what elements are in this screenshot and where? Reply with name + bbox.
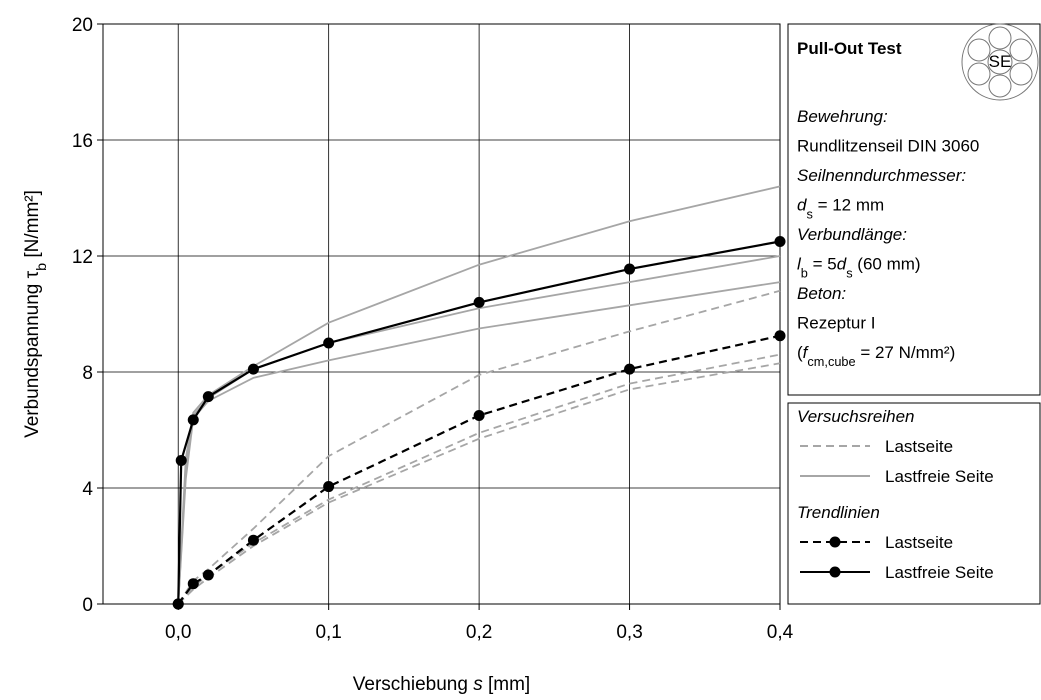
info-line: ds = 12 mm <box>797 196 884 222</box>
legend-box <box>787 402 1041 605</box>
legend-title: Versuchsreihen <box>797 407 915 426</box>
info-line: Rundlitzenseil DIN 3060 <box>797 137 979 156</box>
text-part: s <box>846 265 852 280</box>
text-part: Verschiebung <box>353 674 473 695</box>
point <box>323 337 335 349</box>
x-tick-label: 0,3 <box>616 622 642 643</box>
text-part: (60 mm) <box>853 255 921 274</box>
legend-label: Lastfreie Seite <box>885 467 994 486</box>
info-line: lb = 5ds (60 mm) <box>797 255 921 281</box>
info-box <box>787 23 1041 396</box>
text-part: b <box>34 263 50 271</box>
x-tick-label: 0,2 <box>466 622 492 643</box>
info-title: Pull-Out Test <box>797 39 902 58</box>
legend-marker <box>829 536 841 548</box>
point <box>624 263 636 275</box>
point <box>175 454 187 466</box>
point <box>187 414 199 426</box>
y-tick-label: 16 <box>72 131 93 152</box>
legend-label: Lastseite <box>885 437 953 456</box>
text-part: s <box>473 674 483 695</box>
text-part: Bewehrung: <box>797 107 888 126</box>
cable-icon <box>961 23 1039 101</box>
point <box>774 330 786 342</box>
text-part: [N/mm²] <box>22 190 43 263</box>
legend-label: Lastfreie Seite <box>885 563 994 582</box>
point <box>473 296 485 308</box>
text-part: d <box>837 255 847 274</box>
info-line: Beton: <box>797 284 846 303</box>
y-tick-label: 0 <box>82 595 93 616</box>
point <box>187 578 199 590</box>
info-line: Seilnenndurchmesser: <box>797 166 966 185</box>
info-line: (fcm,cube = 27 N/mm²) <box>797 343 955 369</box>
text-part: Beton: <box>797 284 846 303</box>
text-part: cm,cube <box>807 354 855 369</box>
text-part: ( <box>797 343 803 362</box>
info-line: Verbundlänge: <box>797 225 907 244</box>
text-part: d <box>797 196 807 215</box>
x-axis-label: Verschiebung s [mm] <box>353 674 530 695</box>
text-part: s <box>806 206 812 221</box>
x-tick-label: 0,1 <box>315 622 341 643</box>
point <box>473 410 485 421</box>
text-part: Rundlitzenseil DIN 3060 <box>797 137 979 156</box>
icon-label: SE <box>989 52 1012 71</box>
text-part: Seilnenndurchmesser: <box>797 166 966 185</box>
text-part: [mm] <box>483 674 531 695</box>
plot-frame <box>102 23 781 605</box>
legend-marker <box>829 566 841 578</box>
text-part: = 27 N/mm²) <box>856 343 956 362</box>
y-tick-label: 12 <box>72 247 93 268</box>
x-tick-label: 0,0 <box>165 622 191 643</box>
point <box>172 598 184 610</box>
series-line <box>177 281 781 605</box>
info-line: Rezeptur I <box>797 314 875 333</box>
legend-title: Trendlinien <box>797 503 880 522</box>
point <box>247 363 259 375</box>
point <box>323 481 335 493</box>
y-axis-label: Verbundspannung τb [N/mm²] <box>22 190 50 438</box>
point <box>202 569 214 581</box>
y-tick-label: 4 <box>82 479 93 500</box>
y-tick-label: 8 <box>82 363 93 384</box>
y-tick-label: 20 <box>72 15 93 36</box>
point <box>202 391 214 403</box>
text-part: l <box>797 255 802 274</box>
text-part: b <box>801 265 808 280</box>
point <box>624 363 636 375</box>
text-part: Verbundlänge: <box>797 225 907 244</box>
point <box>247 534 259 546</box>
x-tick-label: 0,4 <box>767 622 794 643</box>
text-part: f <box>803 343 810 362</box>
text-part: = 12 mm <box>813 196 884 215</box>
text-part: Verbundspannung τ <box>22 270 43 438</box>
text-part: = 5 <box>808 255 837 274</box>
point <box>774 236 786 247</box>
legend-label: Lastseite <box>885 533 953 552</box>
info-line: Bewehrung: <box>797 107 888 126</box>
text-part: Rezeptur I <box>797 314 875 333</box>
